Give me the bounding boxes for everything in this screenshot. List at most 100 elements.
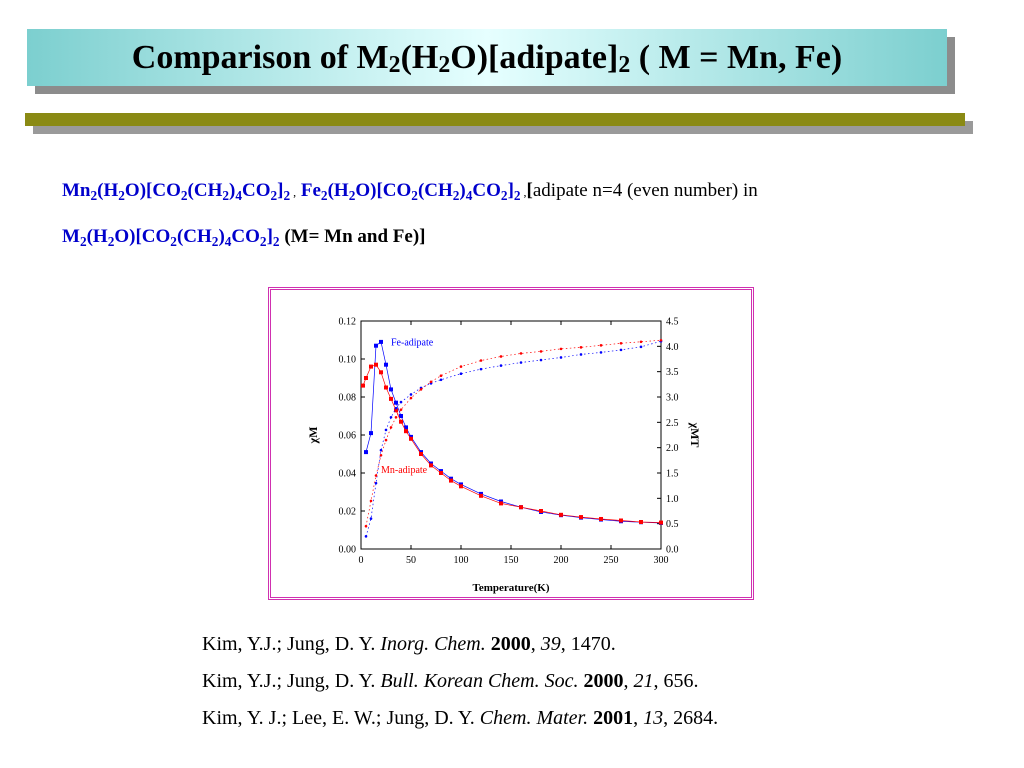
y-left-tick-label: 0.00 bbox=[339, 545, 357, 556]
fe-adipate-left-point bbox=[394, 400, 398, 405]
y-right-tick-label: 2.5 bbox=[666, 418, 679, 429]
mn-adipate-left-point bbox=[619, 518, 623, 523]
y-right-tick-label: 0.5 bbox=[666, 519, 679, 530]
fe-adipate-right-point bbox=[539, 358, 543, 362]
y-right-tick-label: 3.0 bbox=[666, 393, 679, 404]
mn-adipate-left-point bbox=[639, 520, 643, 525]
y-right-tick-label: 2.0 bbox=[666, 443, 679, 454]
mn-adipate-right-point bbox=[399, 408, 403, 411]
mn-adipate-right-point bbox=[519, 352, 523, 355]
fe-adipate-right-point bbox=[389, 415, 393, 419]
reference-3: Kim, Y. J.; Lee, E. W.; Jung, D. Y. Chem… bbox=[202, 707, 719, 729]
separator: , bbox=[520, 185, 527, 199]
mn-adipate-right-point bbox=[539, 350, 543, 353]
y-left-axis-label: χM bbox=[306, 427, 320, 445]
fe-adipate-right-point bbox=[379, 448, 383, 452]
mn-adipate-left-point bbox=[539, 509, 543, 513]
fe-adipate-right-point bbox=[374, 481, 378, 485]
title-banner: Comparison of M2(H2O)[adipate]2 ( M = Mn… bbox=[27, 29, 947, 86]
mn-adipate-left-point bbox=[384, 385, 388, 390]
fe-adipate-left-line bbox=[365, 341, 662, 524]
mn-adipate-right-point bbox=[364, 524, 368, 528]
x-tick-label: 0 bbox=[359, 555, 364, 566]
metal-note: (M= Mn and Fe)] bbox=[284, 226, 426, 247]
fe-adipate-right-point bbox=[579, 353, 583, 356]
mn-adipate-right-point bbox=[659, 338, 663, 342]
x-tick-label: 300 bbox=[654, 555, 669, 566]
mn-adipate-right-point bbox=[479, 359, 483, 362]
x-tick-label: 50 bbox=[406, 555, 416, 566]
mn-adipate-left-point bbox=[404, 429, 408, 434]
fe-adipate-right-point bbox=[519, 361, 523, 364]
reference-1: Kim, Y.J.; Jung, D. Y. Inorg. Chem. 2000… bbox=[202, 633, 616, 655]
x-tick-label: 250 bbox=[604, 555, 619, 566]
y-right-tick-label: 4.0 bbox=[666, 342, 679, 353]
fe-adipate-right-line bbox=[365, 340, 662, 537]
y-left-tick-label: 0.10 bbox=[339, 355, 357, 366]
formula-line-1: Mn2(H2O)[CO2(CH2)4CO2]2 , Fe2(H2O)[CO2(C… bbox=[62, 180, 758, 202]
mn-adipate-left-point bbox=[429, 463, 433, 468]
mn-adipate-left-point bbox=[579, 515, 583, 520]
fe-adipate-right-point bbox=[369, 517, 373, 520]
mn-adipate-left-point bbox=[361, 383, 365, 388]
y-left-tick-label: 0.08 bbox=[339, 393, 357, 404]
fe-adipate-left-point bbox=[379, 339, 383, 344]
mn-adipate-right-point bbox=[439, 374, 443, 378]
mn-adipate-right-point bbox=[599, 344, 603, 347]
fe-adipate-right-point bbox=[559, 356, 563, 359]
m-formula: M2(H2O)[CO2(CH2)4CO2]2 bbox=[62, 226, 280, 249]
x-tick-label: 150 bbox=[504, 555, 519, 566]
y-right-tick-label: 1.0 bbox=[666, 494, 679, 505]
fe-adipate-left-point bbox=[369, 431, 373, 436]
fe-adipate-right-point bbox=[639, 345, 643, 349]
y-left-tick-label: 0.06 bbox=[339, 431, 357, 442]
y-left-tick-label: 0.12 bbox=[339, 317, 357, 328]
y-left-tick-label: 0.02 bbox=[339, 507, 357, 518]
slide-title: Comparison of M2(H2O)[adipate]2 ( M = Mn… bbox=[131, 38, 843, 78]
fe-adipate-right-point bbox=[439, 378, 443, 382]
fe-adipate-label: Fe-adipate bbox=[391, 338, 434, 349]
mn-adipate-right-line bbox=[365, 339, 662, 527]
y-right-tick-label: 3.5 bbox=[666, 367, 679, 378]
mn-adipate-left-point bbox=[419, 452, 423, 456]
reference-2: Kim, Y.J.; Jung, D. Y. Bull. Korean Chem… bbox=[202, 670, 699, 692]
references: Kim, Y.J.; Jung, D. Y. Inorg. Chem. 2000… bbox=[202, 626, 718, 737]
mn-adipate-right-point bbox=[379, 453, 383, 457]
mn-adipate-left-point bbox=[519, 505, 523, 510]
fe-adipate-right-point bbox=[599, 351, 603, 354]
x-tick-label: 200 bbox=[554, 555, 569, 566]
mn-adipate-right-point bbox=[639, 340, 643, 344]
x-axis-label: Temperature(K) bbox=[473, 582, 550, 594]
mn-adipate-left-point bbox=[409, 436, 413, 441]
y-right-tick-label: 0.0 bbox=[666, 545, 679, 556]
fe-adipate-right-point bbox=[499, 364, 503, 367]
mn-adipate-right-point bbox=[499, 355, 503, 358]
mn-adipate-left-point bbox=[439, 471, 443, 475]
mn-adipate-left-point bbox=[499, 501, 503, 506]
y-right-tick-label: 1.5 bbox=[666, 469, 679, 480]
y-right-tick-label: 4.5 bbox=[666, 317, 679, 328]
fe-adipate-left-point bbox=[399, 414, 403, 418]
mn-adipate-left-point bbox=[599, 516, 603, 521]
fe-adipate-right-point bbox=[394, 406, 398, 410]
adipate-note: adipate n=4 (even number) in bbox=[532, 180, 758, 201]
fe-adipate-right-point bbox=[409, 393, 413, 396]
y-left-tick-label: 0.04 bbox=[339, 469, 357, 480]
mn-adipate-right-point bbox=[389, 426, 393, 429]
mn-adipate-left-line bbox=[362, 364, 662, 523]
mn-adipate-left-point bbox=[369, 364, 373, 369]
mn-formula: Mn2(H2O)[CO2(CH2)4CO2]2 bbox=[62, 180, 291, 203]
chart-frame: 0 50 100 150 200 250 300 0.00 0.02 0.04 0.06 0.08 0.… bbox=[268, 287, 754, 600]
mn-adipate-left-point bbox=[459, 484, 463, 489]
mn-adipate-left-point bbox=[389, 396, 393, 401]
fe-adipate-right-point bbox=[399, 400, 403, 404]
mn-adipate-right-point bbox=[409, 396, 413, 400]
separator: , bbox=[290, 185, 297, 199]
fe-adipate-left-point bbox=[384, 362, 388, 367]
fe-adipate-right-point bbox=[364, 535, 368, 538]
mn-adipate-right-point bbox=[394, 415, 398, 419]
mn-adipate-right-point bbox=[374, 474, 378, 477]
magnetic-susceptibility-chart: 0 50 100 150 200 250 300 0.00 0.02 0.04 0.06 0.08 0.… bbox=[306, 317, 702, 595]
open-bracket: [ bbox=[526, 180, 533, 201]
mn-adipate-right-point bbox=[384, 438, 388, 442]
